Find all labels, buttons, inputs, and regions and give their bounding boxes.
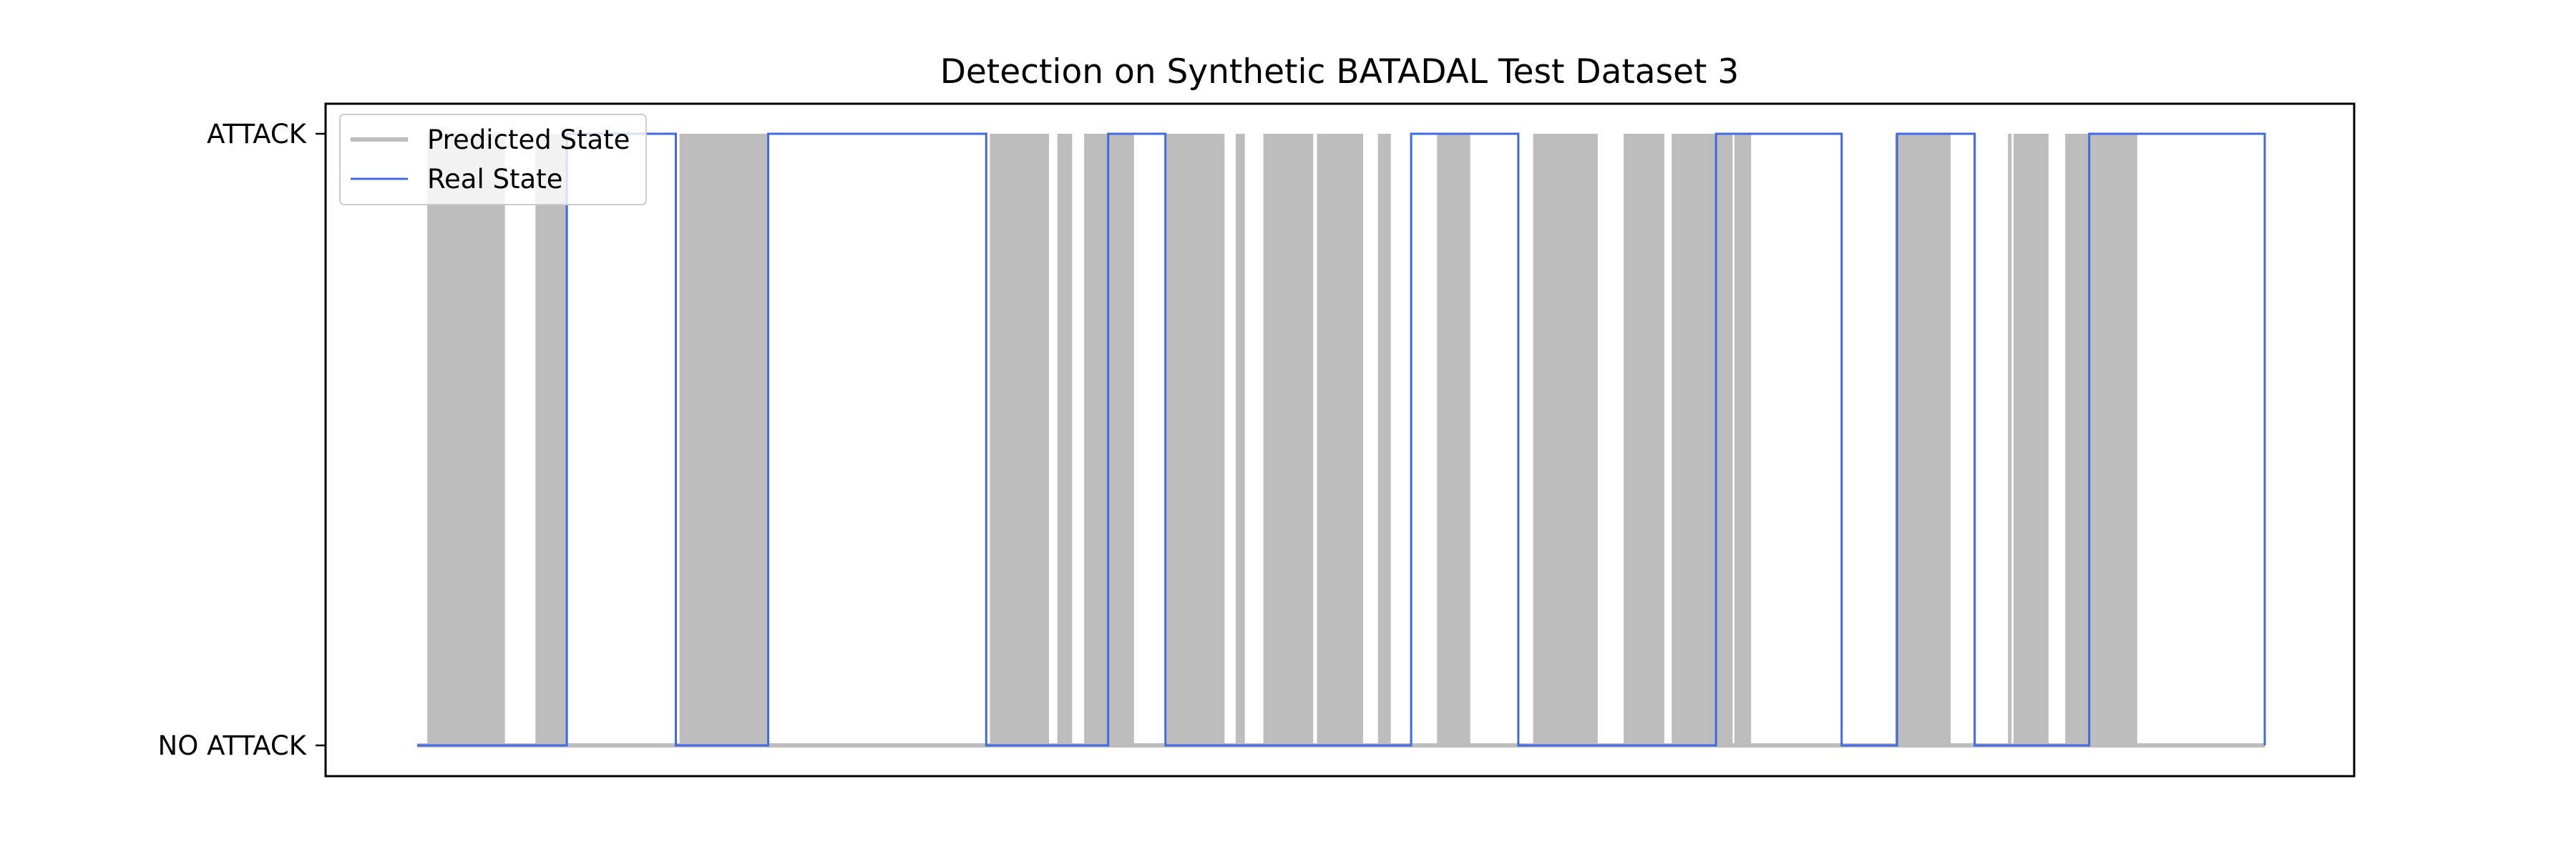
- real-state-series: [417, 132, 2266, 747]
- predicted-attack-block: [1263, 134, 1314, 745]
- legend-label-real: Real State: [427, 164, 562, 195]
- plot-frame: [324, 102, 2356, 778]
- predicted-attack-block: [1235, 134, 1245, 745]
- predicted-attack-block: [1672, 134, 1733, 745]
- predicted-attack-block: [1437, 134, 1470, 745]
- predicted-attack-block: [1895, 134, 1951, 745]
- predicted-attack-block: [2013, 134, 2049, 745]
- y-tick-label-no-attack: NO ATTACK: [158, 730, 308, 761]
- chart-title: Detection on Synthetic BATADAL Test Data…: [940, 52, 1740, 92]
- real-state-line: [417, 132, 2266, 747]
- predicted-attack-block: [535, 134, 567, 745]
- legend-box: [339, 114, 647, 205]
- predicted-attack-block: [1057, 134, 1073, 745]
- y-tick-label-attack: ATTACK: [207, 119, 308, 150]
- predicted-attack-block: [2008, 134, 2012, 745]
- predicted-attack-block: [1317, 134, 1363, 745]
- predicted-attack-block: [1060, 134, 1064, 745]
- predicted-attack-block: [990, 134, 1050, 745]
- predicted-attack-block: [1165, 134, 1225, 745]
- legend: Predicted State Real State: [339, 114, 647, 205]
- predicted-attack-block: [1533, 134, 1598, 745]
- predicted-attack-block: [2065, 134, 2137, 745]
- predicted-attack-block: [1624, 134, 1664, 745]
- predicted-state-series: [417, 134, 2265, 748]
- predicted-attack-block: [1377, 134, 1391, 745]
- predicted-attack-block: [679, 134, 769, 745]
- predicted-attack-block: [427, 134, 505, 745]
- legend-label-predicted: Predicted State: [427, 124, 630, 155]
- predicted-attack-block: [1734, 134, 1752, 745]
